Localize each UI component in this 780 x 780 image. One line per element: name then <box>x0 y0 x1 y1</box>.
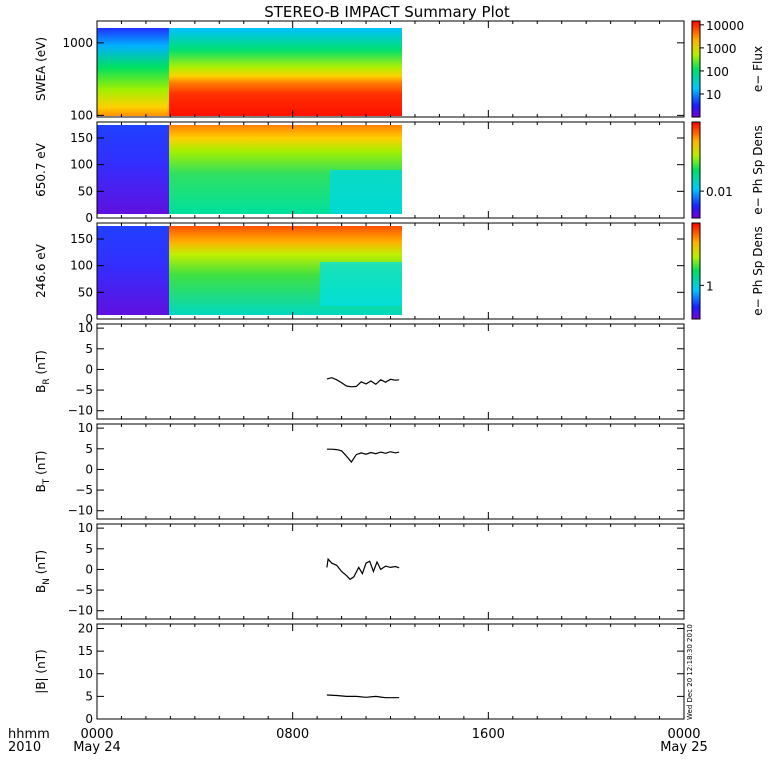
pad650-ytick-label: 100 <box>70 158 93 172</box>
bt-ytick-label: 0 <box>85 462 93 476</box>
pad-650-spectrogram <box>97 125 402 214</box>
time-tick-label: 0000 <box>667 727 700 742</box>
bt-ylabel-sub: T <box>42 478 52 485</box>
plot-title: STEREO-B IMPACT Summary Plot <box>264 3 510 21</box>
bt-ytick-label: −10 <box>68 504 93 518</box>
pad650-cbar-label: e− Ph Sp Dens <box>751 125 765 214</box>
swea-ytick-label: 1000 <box>62 36 93 50</box>
pad246-ylabel: 246.6 eV <box>34 243 48 298</box>
pad246-early-fill <box>97 226 169 315</box>
bt-ytick-label: 5 <box>85 442 93 456</box>
pad246-ytick-label: 100 <box>70 259 93 273</box>
colorbar-pad650 <box>691 121 701 219</box>
time-tick-label: 0000 <box>80 727 113 742</box>
swea-late-fill <box>169 28 402 116</box>
pad246-ytick-label: 0 <box>85 312 93 326</box>
br-ytick-label: 10 <box>78 321 93 335</box>
colorbar-swea <box>691 20 701 118</box>
swea-ylabel: SWEA (eV) <box>34 37 48 101</box>
bmag-frame <box>96 623 685 720</box>
date-tick-label: May 24 <box>73 740 121 755</box>
swea-cbar-tick-label: 100 <box>706 65 729 79</box>
br-ytick-label: 5 <box>85 342 93 356</box>
pad650-cyan-patch <box>330 170 402 214</box>
bt-ytick-label: 10 <box>78 421 93 435</box>
swea-spectrogram <box>97 28 402 116</box>
pad246-cbar-tick-label: 1 <box>706 279 714 293</box>
bt-series-line <box>326 448 400 463</box>
pad650-ytick-label: 150 <box>70 131 93 145</box>
bn-ylabel-unit: (nT) <box>34 550 48 578</box>
pad246-ytick-label: 150 <box>70 232 93 246</box>
bmag-ytick-label: 20 <box>78 622 93 636</box>
swea-cbar-label: e− Flux <box>751 46 765 92</box>
bn-ylabel-sub: N <box>42 578 52 585</box>
br-ylabel: BR (nT) <box>34 350 52 393</box>
pad246-cbar-label: e− Ph Sp Dens <box>751 226 765 315</box>
bn-ytick-label: 0 <box>85 562 93 576</box>
bt-ylabel: BT (nT) <box>34 451 52 493</box>
bmag-ytick-label: 0 <box>85 712 93 726</box>
bn-frame <box>96 523 685 620</box>
bn-series-line <box>326 557 400 581</box>
bt-frame <box>96 423 685 520</box>
br-frame <box>96 323 685 420</box>
pad650-early-fill <box>97 125 169 214</box>
bn-ytick-label: 5 <box>85 542 93 556</box>
date-tick-label: May 25 <box>660 740 708 755</box>
br-ylabel-sub: R <box>42 378 52 384</box>
pad650-cbar-tick-label: 0.01 <box>706 185 733 199</box>
time-tick-label: 1600 <box>472 727 505 742</box>
bn-ytick-label: −10 <box>68 604 93 618</box>
swea-early-fill <box>97 28 169 116</box>
colorbar-pad246 <box>691 222 701 320</box>
br-series-line <box>326 377 400 388</box>
swea-cbar-tick-label: 10 <box>706 88 721 102</box>
bmag-ytick-label: 5 <box>85 689 93 703</box>
pad246-cyan-patch <box>320 262 402 306</box>
bmag-ytick-label: 10 <box>78 667 93 681</box>
footer-hhmm: hhmm <box>8 727 50 742</box>
br-ytick-label: 0 <box>85 362 93 376</box>
bt-ytick-label: −5 <box>75 483 93 497</box>
bn-ylabel: BN (nT) <box>34 550 52 593</box>
bt-ylabel-unit: (nT) <box>34 451 48 479</box>
swea-cbar-tick-label: 1000 <box>706 42 737 56</box>
pad246-ytick-label: 50 <box>78 285 93 299</box>
pad650-ylabel: 650.7 eV <box>34 142 48 197</box>
br-ytick-label: −10 <box>68 404 93 418</box>
bmag-ylabel: |B| (nT) <box>34 649 48 693</box>
swea-ytick-label: 100 <box>70 108 93 122</box>
footer-year: 2010 <box>8 740 41 755</box>
bmag-series-line <box>326 694 400 699</box>
swea-cbar-tick-label: 10000 <box>706 19 744 33</box>
pad650-ytick-label: 0 <box>85 211 93 225</box>
time-tick-label: 0800 <box>276 727 309 742</box>
pad-246-spectrogram <box>97 226 402 315</box>
br-ylabel-unit: (nT) <box>34 350 48 378</box>
br-ytick-label: −5 <box>75 383 93 397</box>
timestamp-stamp: Wed Dec 20 12:18:30 2010 <box>686 624 694 720</box>
bn-ytick-label: −5 <box>75 583 93 597</box>
bn-ytick-label: 10 <box>78 521 93 535</box>
pad650-ytick-label: 50 <box>78 184 93 198</box>
bmag-ytick-label: 15 <box>78 644 93 658</box>
